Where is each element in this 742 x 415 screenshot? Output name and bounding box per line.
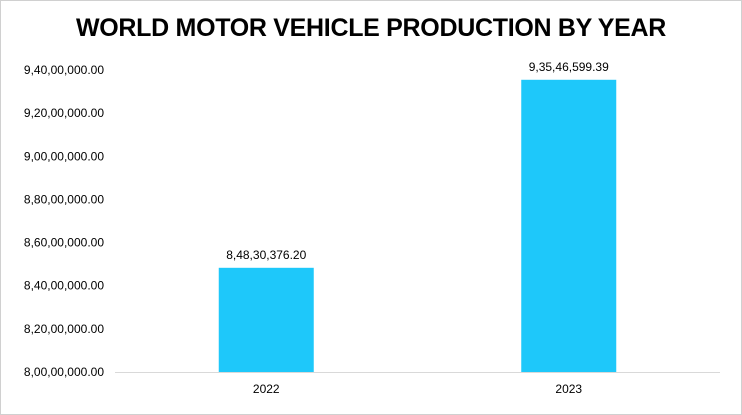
- y-tick-label: 9,20,00,000.00: [24, 106, 104, 120]
- y-tick-label: 8,00,00,000.00: [24, 365, 104, 379]
- data-label: 9,35,46,599.39: [529, 60, 609, 74]
- x-tick-label: 2022: [253, 382, 280, 396]
- y-tick-label: 8,40,00,000.00: [24, 279, 104, 293]
- bar: [521, 79, 617, 372]
- y-tick-label: 8,20,00,000.00: [24, 322, 104, 336]
- y-tick-label: 9,00,00,000.00: [24, 149, 104, 163]
- chart-title: WORLD MOTOR VEHICLE PRODUCTION BY YEAR: [75, 14, 667, 42]
- data-label: 8,48,30,376.20: [226, 248, 306, 262]
- y-tick-label: 8,80,00,000.00: [24, 192, 104, 206]
- y-tick-label: 8,60,00,000.00: [24, 236, 104, 250]
- y-tick-label: 9,40,00,000.00: [24, 63, 104, 77]
- x-tick-label: 2023: [555, 382, 582, 396]
- bar: [218, 267, 314, 372]
